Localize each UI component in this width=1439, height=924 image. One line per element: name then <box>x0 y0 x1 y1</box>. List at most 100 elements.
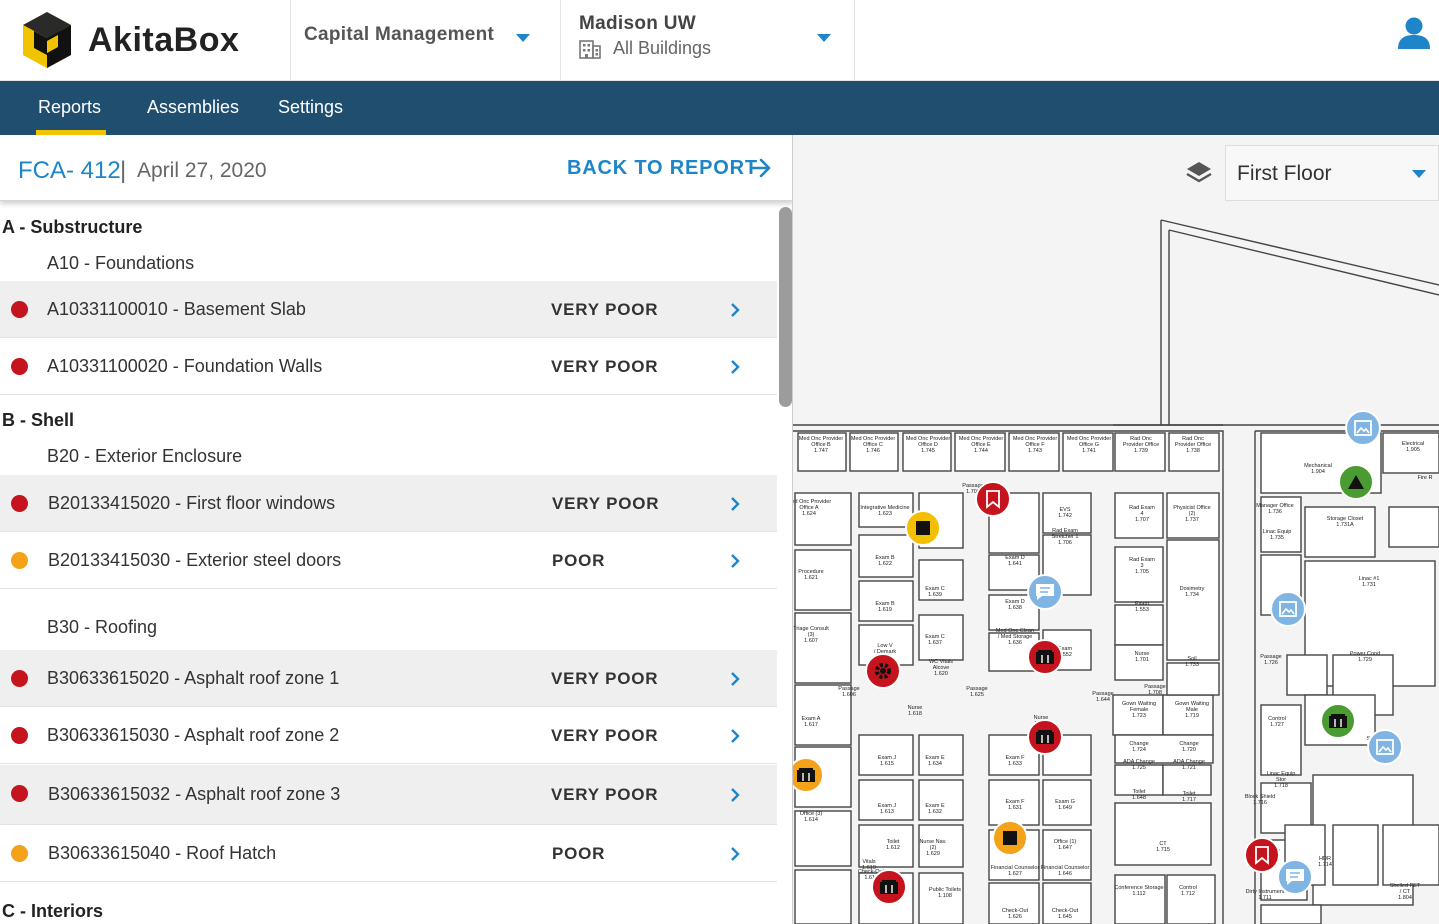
assembly-row[interactable]: B20133415020 - First floor windows VERY … <box>0 475 777 532</box>
assembly-row[interactable]: B30633615032 - Asphalt roof zone 3 VERY … <box>0 765 777 825</box>
gear-marker-icon[interactable] <box>865 653 901 689</box>
photo-marker-icon[interactable] <box>1367 729 1403 765</box>
room-outline[interactable] <box>1114 644 1164 681</box>
assembly-row[interactable]: B30633615020 - Asphalt roof zone 1 VERY … <box>0 650 777 707</box>
comment-marker-icon[interactable] <box>1027 574 1063 610</box>
room-outline[interactable] <box>1114 802 1212 866</box>
room-outline[interactable] <box>918 872 964 924</box>
cost-marker-icon[interactable] <box>1027 719 1063 755</box>
room-outline[interactable] <box>988 882 1040 924</box>
cost-marker-icon[interactable] <box>871 869 907 905</box>
room-outline[interactable] <box>858 779 914 821</box>
chevron-right-icon[interactable] <box>727 551 743 571</box>
cost-marker-icon[interactable] <box>1027 639 1063 675</box>
chevron-right-icon[interactable] <box>727 494 743 514</box>
room-outline[interactable] <box>918 734 964 776</box>
org-name[interactable]: Madison UW <box>579 13 696 34</box>
cost-marker-icon[interactable] <box>793 757 824 793</box>
room-outline[interactable] <box>988 779 1040 826</box>
room-outline[interactable] <box>1114 734 1214 764</box>
photo-marker-icon[interactable] <box>1345 410 1381 446</box>
asset-marker-icon[interactable] <box>992 820 1028 856</box>
room-outline[interactable] <box>1388 506 1439 548</box>
room-outline[interactable] <box>1382 432 1439 474</box>
arrow-right-icon[interactable] <box>750 157 772 179</box>
back-to-report-link[interactable]: BACK TO REPORT <box>567 157 758 179</box>
room-outline[interactable] <box>858 734 914 776</box>
room-outline[interactable] <box>1260 496 1302 553</box>
room-outline[interactable] <box>954 432 1006 472</box>
tab-reports[interactable]: Reports <box>38 97 102 117</box>
room-outline[interactable] <box>1114 492 1164 539</box>
room-outline[interactable] <box>902 432 952 472</box>
floor-plan-map[interactable]: Med Onc Provider Office B 1.747 Med Onc Pro… <box>793 135 1439 924</box>
user-icon[interactable] <box>1396 16 1432 50</box>
chevron-right-icon[interactable] <box>727 300 743 320</box>
chevron-down-icon[interactable] <box>817 34 831 42</box>
room-outline[interactable] <box>1042 779 1092 826</box>
room-outline[interactable] <box>1042 829 1092 881</box>
room-outline[interactable] <box>1042 882 1092 924</box>
room-outline[interactable] <box>1114 432 1166 472</box>
room-outline[interactable] <box>794 810 852 867</box>
photo-marker-icon[interactable] <box>1270 591 1306 627</box>
warning-marker-icon[interactable] <box>1338 464 1374 500</box>
room-outline[interactable] <box>1168 432 1220 472</box>
tab-assemblies[interactable]: Assemblies <box>147 97 240 117</box>
room-outline[interactable] <box>1286 654 1328 696</box>
floor-plan-drawing[interactable]: Med Onc Provider Office B 1.747 Med Onc Pro… <box>793 135 1439 924</box>
room-outline[interactable] <box>849 432 899 472</box>
room-outline[interactable] <box>1382 824 1439 886</box>
room-outline[interactable] <box>1062 432 1114 472</box>
room-outline[interactable] <box>918 614 964 661</box>
room-outline[interactable] <box>918 559 964 601</box>
room-outline[interactable] <box>858 534 914 578</box>
asset-marker-icon[interactable] <box>905 510 941 546</box>
room-outline[interactable] <box>1166 492 1220 539</box>
akitabox-logo[interactable]: AkitaBox <box>20 6 290 74</box>
room-outline[interactable] <box>1166 874 1216 924</box>
room-outline[interactable] <box>794 549 852 611</box>
room-outline[interactable] <box>1042 492 1092 534</box>
assembly-row[interactable]: B20133415030 - Exterior steel doors POOR <box>0 532 777 589</box>
assembly-row[interactable]: B30633615040 - Roof Hatch POOR <box>0 825 777 882</box>
app-selector[interactable]: Capital Management <box>304 24 534 48</box>
chevron-right-icon[interactable] <box>727 357 743 377</box>
assembly-row[interactable]: A10331100010 - Basement Slab VERY POOR <box>0 281 777 338</box>
room-outline[interactable] <box>1114 874 1166 924</box>
assembly-row[interactable]: B30633615030 - Asphalt roof zone 2 VERY … <box>0 707 777 764</box>
room-outline[interactable] <box>794 869 852 924</box>
floor-selector[interactable]: First Floor <box>1225 145 1439 201</box>
building-selector[interactable]: All Buildings <box>579 38 711 59</box>
room-outline[interactable] <box>1114 604 1164 646</box>
room-outline[interactable] <box>858 824 914 868</box>
room-outline[interactable] <box>918 779 964 821</box>
room-outline[interactable] <box>794 492 852 546</box>
document-marker-icon[interactable] <box>975 481 1011 517</box>
room-outline[interactable] <box>858 580 914 622</box>
room-outline[interactable] <box>797 432 847 472</box>
room-outline[interactable] <box>1114 764 1164 796</box>
room-outline[interactable] <box>918 824 964 868</box>
room-outline[interactable] <box>1304 506 1376 558</box>
assembly-row[interactable]: A10331100020 - Foundation Walls VERY POO… <box>0 338 777 395</box>
room-outline[interactable] <box>1332 824 1379 886</box>
tab-settings[interactable]: Settings <box>278 97 344 117</box>
document-marker-icon[interactable] <box>1244 837 1280 873</box>
room-outline[interactable] <box>794 684 852 746</box>
room-outline[interactable] <box>1260 904 1322 924</box>
room-outline[interactable] <box>1166 539 1220 661</box>
comment-marker-icon[interactable] <box>1277 859 1313 895</box>
chevron-right-icon[interactable] <box>727 844 743 864</box>
room-outline[interactable] <box>1162 764 1212 796</box>
chevron-down-icon[interactable] <box>516 34 530 42</box>
room-outline[interactable] <box>1114 546 1164 603</box>
layers-icon[interactable] <box>1185 159 1213 187</box>
chevron-right-icon[interactable] <box>727 785 743 805</box>
room-outline[interactable] <box>1008 432 1060 472</box>
room-outline[interactable] <box>858 492 914 528</box>
room-outline[interactable] <box>1260 704 1302 776</box>
cost-marker-icon[interactable] <box>1320 703 1356 739</box>
scrollbar-thumb[interactable] <box>779 207 792 407</box>
room-outline[interactable] <box>1162 694 1214 736</box>
